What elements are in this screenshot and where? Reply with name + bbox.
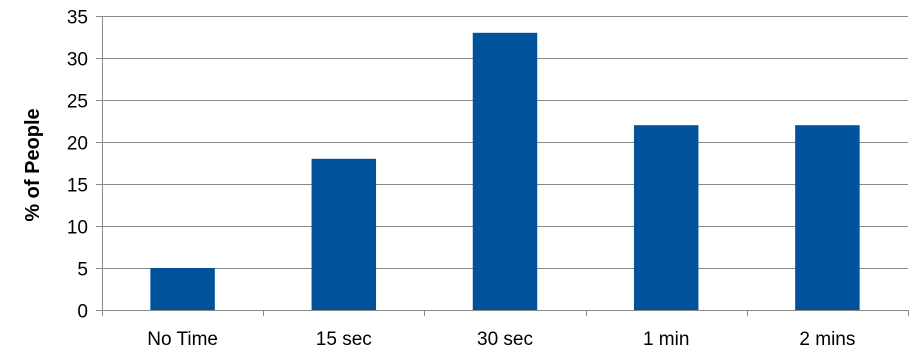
y-tick-label-25: 25 <box>67 92 88 113</box>
y-tick-label-10: 10 <box>67 218 88 239</box>
y-tick-label-15: 15 <box>67 176 88 197</box>
bar-0 <box>150 268 215 310</box>
y-tick-label-30: 30 <box>67 50 88 71</box>
x-tick-labels: No Time 15 sec 30 sec 1 min 2 mins <box>147 329 855 350</box>
x-tick-label-3: 1 min <box>643 329 689 350</box>
y-tick-label-0: 0 <box>77 302 88 323</box>
x-tick-label-4: 2 mins <box>799 329 855 350</box>
x-tick-label-0: No Time <box>147 329 218 350</box>
y-axis-title: % of People <box>22 108 44 221</box>
y-tick-label-5: 5 <box>77 260 88 281</box>
x-tick-label-2: 30 sec <box>477 329 533 350</box>
bar-1 <box>311 158 377 310</box>
bars <box>150 32 860 311</box>
y-tick-labels: 0 5 10 15 20 25 30 35 <box>67 8 88 323</box>
y-tick-label-35: 35 <box>67 8 88 29</box>
x-tick-label-1: 15 sec <box>316 329 372 350</box>
bar-2 <box>472 32 538 311</box>
axes <box>96 16 909 316</box>
bar-4 <box>795 125 860 310</box>
y-tick-label-20: 20 <box>67 134 88 155</box>
bar-3 <box>633 125 699 310</box>
